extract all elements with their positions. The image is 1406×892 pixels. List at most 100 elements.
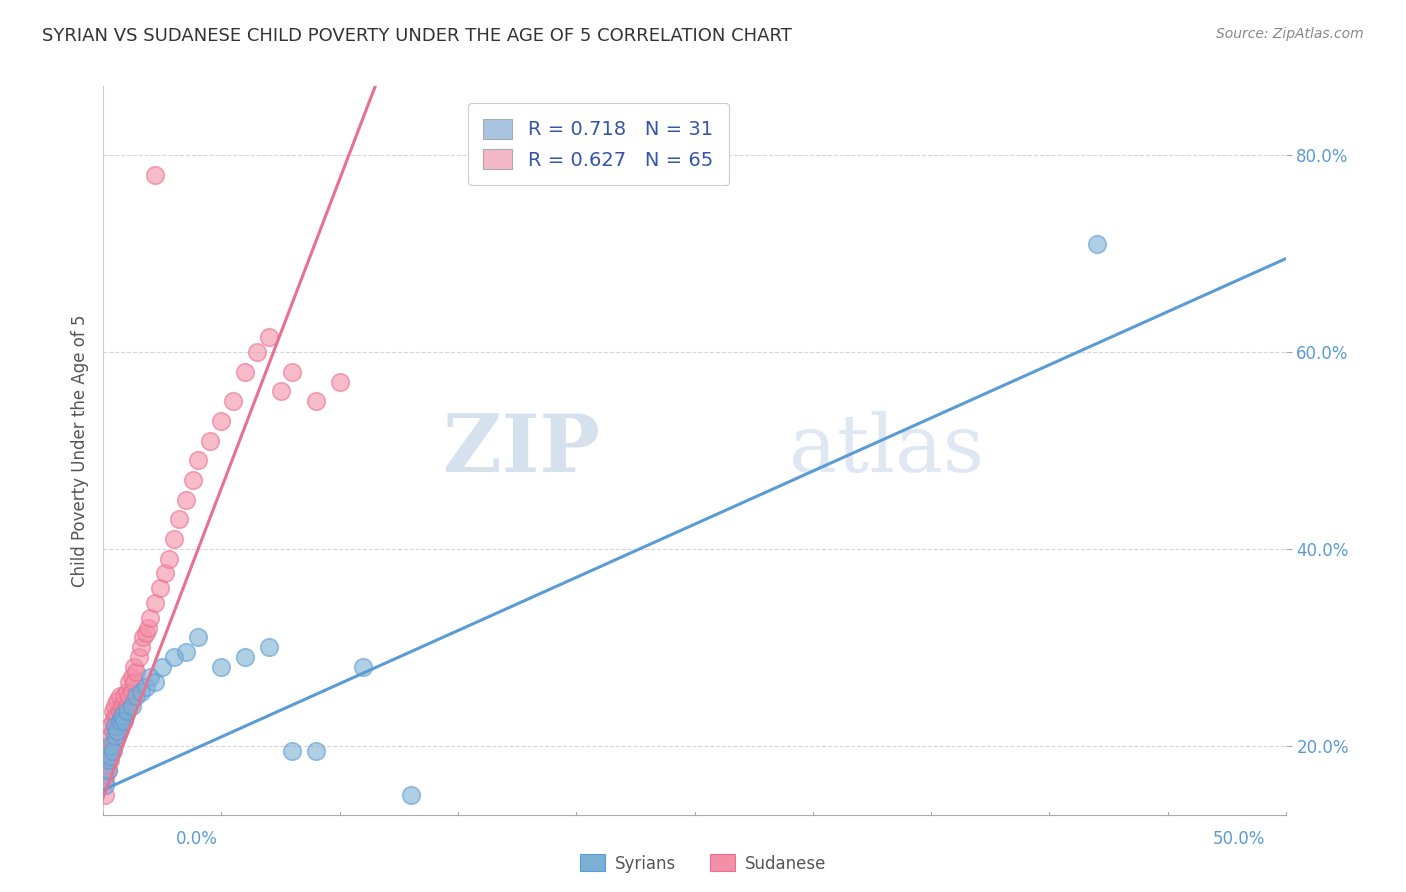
Point xyxy=(121,699,143,714)
Point xyxy=(187,453,209,467)
Point xyxy=(105,709,128,723)
Point xyxy=(97,754,120,768)
Point xyxy=(257,640,280,655)
Point xyxy=(399,788,422,802)
Point xyxy=(101,739,124,753)
Point xyxy=(270,384,292,399)
Text: atlas: atlas xyxy=(789,411,984,490)
Point xyxy=(222,394,245,409)
Point xyxy=(94,773,117,788)
Point xyxy=(97,743,120,757)
Point xyxy=(98,748,121,763)
Point xyxy=(98,729,121,743)
Point xyxy=(101,743,124,757)
Point xyxy=(94,788,117,802)
Point xyxy=(135,680,157,694)
Point xyxy=(94,778,117,792)
Point xyxy=(118,690,141,704)
Point xyxy=(97,754,120,768)
Text: ZIP: ZIP xyxy=(443,411,600,490)
Point xyxy=(198,434,221,448)
Point xyxy=(97,739,120,753)
Point xyxy=(105,723,128,738)
Point xyxy=(115,684,138,698)
Point xyxy=(108,690,131,704)
Point xyxy=(105,723,128,738)
Point xyxy=(108,704,131,718)
Point xyxy=(136,621,159,635)
Point xyxy=(329,375,352,389)
Point xyxy=(121,684,143,698)
Point xyxy=(108,714,131,728)
Point xyxy=(209,660,232,674)
Point xyxy=(135,625,157,640)
Point xyxy=(128,650,150,665)
Legend: R = 0.718   N = 31, R = 0.627   N = 65: R = 0.718 N = 31, R = 0.627 N = 65 xyxy=(468,103,728,186)
Point xyxy=(98,754,121,768)
Point xyxy=(98,743,121,757)
Point xyxy=(181,473,204,487)
Point xyxy=(104,733,127,747)
Point xyxy=(104,709,127,723)
Point xyxy=(132,631,155,645)
Legend: Syrians, Sudanese: Syrians, Sudanese xyxy=(574,847,832,880)
Point xyxy=(139,670,162,684)
Point xyxy=(246,345,269,359)
Point xyxy=(233,365,256,379)
Point xyxy=(174,645,197,659)
Point xyxy=(150,660,173,674)
Text: 0.0%: 0.0% xyxy=(176,830,218,847)
Point xyxy=(104,699,127,714)
Point xyxy=(121,670,143,684)
Point xyxy=(143,674,166,689)
Point xyxy=(209,414,232,428)
Point xyxy=(101,704,124,718)
Point xyxy=(352,660,374,674)
Point xyxy=(104,719,127,733)
Point xyxy=(115,704,138,718)
Point xyxy=(281,743,304,757)
Point xyxy=(98,739,121,753)
Point xyxy=(112,714,135,728)
Point xyxy=(187,631,209,645)
Point xyxy=(101,723,124,738)
Point xyxy=(111,714,134,728)
Point xyxy=(281,365,304,379)
Point xyxy=(233,650,256,665)
Point xyxy=(108,719,131,733)
Point xyxy=(101,714,124,728)
Point xyxy=(143,596,166,610)
Point xyxy=(104,729,127,743)
Point xyxy=(104,719,127,733)
Point xyxy=(157,551,180,566)
Point xyxy=(174,492,197,507)
Point xyxy=(118,674,141,689)
Point xyxy=(257,330,280,344)
Point xyxy=(139,611,162,625)
Point xyxy=(112,704,135,718)
Point xyxy=(112,690,135,704)
Text: SYRIAN VS SUDANESE CHILD POVERTY UNDER THE AGE OF 5 CORRELATION CHART: SYRIAN VS SUDANESE CHILD POVERTY UNDER T… xyxy=(42,27,792,45)
Point xyxy=(125,665,148,679)
Point xyxy=(98,719,121,733)
Point xyxy=(305,743,328,757)
Point xyxy=(125,690,148,704)
Point xyxy=(122,674,145,689)
Point xyxy=(1085,236,1108,251)
Point xyxy=(122,660,145,674)
Point xyxy=(105,694,128,708)
Text: Source: ZipAtlas.com: Source: ZipAtlas.com xyxy=(1216,27,1364,41)
Point xyxy=(94,768,117,782)
Point xyxy=(163,650,186,665)
Point xyxy=(111,699,134,714)
Point xyxy=(115,699,138,714)
Point xyxy=(305,394,328,409)
Point xyxy=(94,758,117,772)
Point xyxy=(111,709,134,723)
Point xyxy=(129,684,152,698)
Y-axis label: Child Poverty Under the Age of 5: Child Poverty Under the Age of 5 xyxy=(72,314,89,587)
Point xyxy=(167,512,190,526)
Point xyxy=(163,532,186,546)
Point xyxy=(143,168,166,182)
Point xyxy=(149,581,172,595)
